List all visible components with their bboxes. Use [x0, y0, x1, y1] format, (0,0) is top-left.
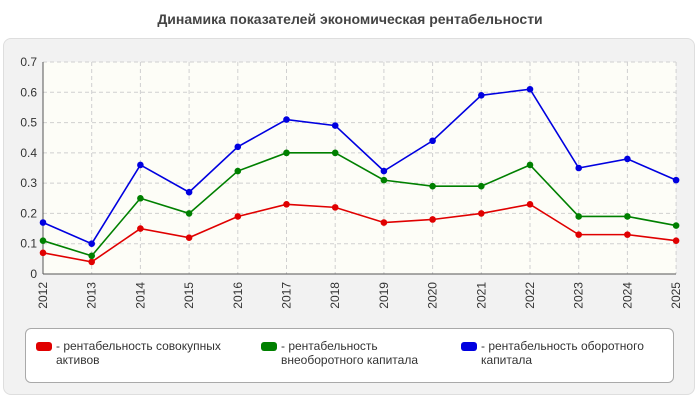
y-tick-label: 0.2 [20, 206, 37, 220]
series-point-0 [185, 234, 193, 241]
x-tick-label: 2012 [36, 282, 50, 309]
x-tick-label: 2023 [572, 282, 586, 309]
series-point-0 [39, 249, 47, 257]
series-point-0 [526, 201, 534, 208]
legend-swatch-working-capital [461, 342, 477, 351]
series-point-2 [526, 85, 534, 93]
series-point-1 [39, 237, 47, 244]
series-point-1 [137, 194, 144, 202]
series-point-2 [39, 219, 47, 226]
series-point-0 [283, 201, 290, 208]
legend-swatch-assets [36, 342, 52, 351]
series-point-2 [672, 176, 680, 184]
series-line-2 [42, 88, 677, 245]
series-point-0 [234, 213, 242, 220]
series-point-0 [478, 210, 485, 217]
series-point-0 [88, 258, 95, 266]
series-point-1 [478, 182, 485, 190]
series-line-1 [42, 152, 677, 257]
series-point-1 [331, 149, 339, 157]
legend-swatch-fixed-capital [261, 342, 277, 351]
series-line-0 [42, 203, 677, 263]
series-point-2 [478, 92, 485, 99]
legend-label-working-capital: - рентабельность оборотного капитала [481, 339, 644, 367]
y-tick-label: 0.6 [20, 85, 37, 99]
series-point-1 [185, 210, 193, 217]
series-point-1 [283, 149, 290, 157]
x-tick-label: 2021 [474, 282, 488, 309]
series-point-2 [88, 240, 95, 248]
series-point-2 [137, 161, 144, 169]
series-point-1 [575, 213, 582, 220]
series-point-1 [429, 182, 436, 190]
series-point-0 [429, 216, 436, 223]
series-point-0 [672, 237, 680, 244]
series-point-2 [575, 164, 582, 172]
chart-title: Динамика показателей экономическая рента… [157, 11, 543, 27]
x-tick-label: 2014 [133, 282, 147, 309]
plot-background [43, 62, 676, 274]
series-point-1 [380, 176, 388, 184]
series-point-2 [429, 137, 436, 145]
series-point-0 [331, 204, 339, 211]
series-point-0 [624, 231, 631, 238]
series-point-1 [234, 167, 242, 175]
series-point-0 [137, 225, 144, 232]
x-tick-label: 2022 [523, 282, 537, 309]
x-tick-label: 2024 [620, 282, 634, 309]
series-point-1 [526, 161, 534, 169]
series-point-2 [283, 116, 290, 123]
x-tick-label: 2020 [426, 282, 440, 309]
x-tick-label: 2025 [669, 282, 683, 309]
legend-label-assets: - рентабельность совокупных активов [56, 339, 221, 367]
x-tick-label: 2017 [280, 282, 294, 309]
legend: - рентабельность совокупных активов - ре… [25, 328, 674, 383]
series-point-2 [234, 143, 242, 151]
series-point-0 [575, 231, 582, 238]
series-point-2 [624, 155, 631, 163]
y-tick-label: 0.4 [20, 146, 37, 160]
series-point-2 [380, 167, 388, 175]
y-tick-label: 0.3 [20, 176, 37, 190]
series-point-1 [672, 222, 680, 229]
x-tick-label: 2018 [328, 282, 342, 309]
y-tick-label: 0.7 [20, 55, 37, 69]
series-point-2 [185, 188, 193, 196]
x-tick-label: 2016 [231, 282, 245, 309]
y-tick-label: 0.1 [20, 237, 37, 251]
series-point-1 [624, 213, 631, 220]
legend-label-fixed-capital: - рентабельность внеоборотного капитала [281, 339, 418, 367]
x-tick-label: 2019 [377, 282, 391, 309]
y-tick-label: 0 [30, 267, 37, 281]
y-tick-label: 0.5 [20, 116, 37, 130]
x-tick-label: 2015 [182, 282, 196, 309]
series-point-0 [380, 219, 388, 226]
series-point-2 [331, 122, 339, 129]
series-point-1 [88, 252, 95, 260]
x-tick-label: 2013 [85, 282, 99, 309]
